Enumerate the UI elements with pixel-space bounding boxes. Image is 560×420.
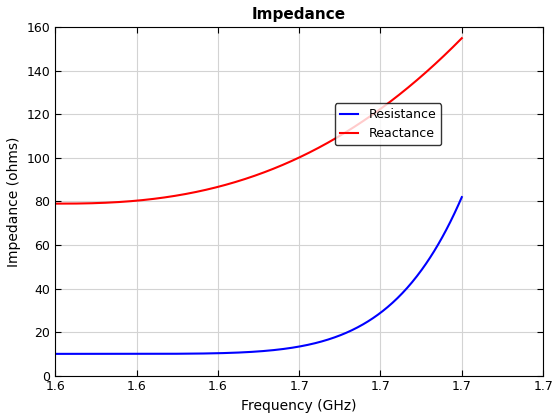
Title: Impedance: Impedance <box>252 7 346 22</box>
Reactance <box>294 156 301 161</box>
Line: Reactance: Reactance <box>55 38 462 204</box>
Legend: Resistance, Reactance: Resistance, Reactance <box>335 103 441 145</box>
Reactance <box>459 36 465 41</box>
Y-axis label: Impedance (ohms): Impedance (ohms) <box>7 136 21 267</box>
Reactance <box>272 165 278 171</box>
Resistance <box>248 349 254 354</box>
Resistance <box>272 347 278 352</box>
Resistance <box>52 352 59 357</box>
Reactance <box>248 175 254 180</box>
Reactance <box>245 176 251 181</box>
Resistance <box>294 344 301 349</box>
Resistance <box>459 194 465 200</box>
Resistance <box>449 216 455 221</box>
Reactance <box>52 201 59 206</box>
Resistance <box>245 349 251 354</box>
Line: Resistance: Resistance <box>55 197 462 354</box>
Resistance <box>385 304 392 309</box>
Reactance <box>385 100 392 105</box>
Reactance <box>449 45 455 50</box>
X-axis label: Frequency (GHz): Frequency (GHz) <box>241 399 357 413</box>
